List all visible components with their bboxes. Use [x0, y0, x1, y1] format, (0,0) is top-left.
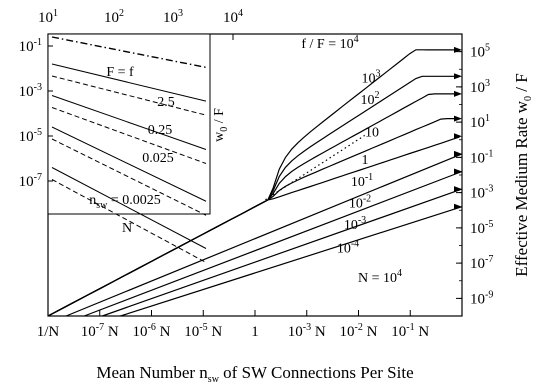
- series-label: 10-3​: [344, 215, 366, 233]
- y-tick-label: 10-5​: [470, 219, 493, 237]
- series-arrow: [454, 46, 462, 53]
- series-line: [120, 206, 463, 317]
- series-label: 102​: [361, 90, 380, 108]
- series-line: [102, 188, 463, 317]
- y-axis-title: Effective Medium Rate w0​ / F: [512, 73, 534, 276]
- inset-series-label: nsw​ = 0.0025: [89, 193, 161, 211]
- series-label: 10-2​: [349, 193, 371, 211]
- inset-series-label: 2.5: [157, 95, 175, 110]
- inset-y-tick-label: 10-3​: [19, 82, 42, 100]
- top-tick-label: 103​: [163, 8, 183, 26]
- inset-line-dashed: [51, 179, 207, 263]
- inset-y-tick-label: 10-5​: [19, 127, 42, 145]
- x-tick-label: 10-5​ N: [184, 322, 222, 340]
- x-tick-label: 1/N: [37, 324, 60, 340]
- series-arrow: [454, 73, 462, 80]
- series-arrow: [454, 150, 462, 157]
- inset-y-tick-label: 10-1​: [19, 37, 42, 55]
- y-tick-label: 10-7​: [470, 254, 493, 272]
- inset-line-solid: [51, 126, 207, 202]
- y-tick-label: 105​: [470, 43, 490, 61]
- series-line: [83, 170, 463, 317]
- inset-line-dashdot: [51, 36, 207, 69]
- inset-y-tick-label: 10-7​: [19, 172, 42, 190]
- inset-frame: [47, 33, 211, 215]
- inset-series-label: 0.25: [148, 123, 173, 138]
- top-tick-label: 102​: [104, 8, 124, 26]
- series-label: 103​: [362, 68, 381, 86]
- y-tick-label: 10-9​: [470, 289, 493, 307]
- x-tick-label: 1: [251, 324, 259, 340]
- series-arrow: [454, 90, 462, 97]
- series-label: 10-1​: [351, 172, 373, 190]
- top-tick-label: 101​: [38, 8, 58, 26]
- series-label: 10-4​: [337, 239, 359, 257]
- y-tick-label: 103​: [470, 78, 490, 96]
- series-label: 1: [362, 153, 369, 168]
- y-tick-label: 10-1​: [470, 148, 493, 166]
- inset-y-title: w0​ / F: [212, 108, 230, 142]
- n-label: N = 104​: [358, 268, 402, 286]
- x-axis-title: Mean Number nsw​ of SW Connections Per S…: [96, 363, 413, 385]
- inset-line-dashed: [51, 107, 207, 164]
- x-tick-label: 10-2​ N: [340, 322, 378, 340]
- x-tick-label: 10-1​ N: [391, 322, 429, 340]
- series-arrow: [454, 115, 462, 122]
- inset-series-label: 0.025: [142, 151, 174, 166]
- x-tick-label: 10-3​ N: [288, 322, 326, 340]
- series-arrow: [454, 203, 462, 210]
- inset-line-dashed: [51, 138, 207, 216]
- inset-line-dashed: [51, 75, 207, 116]
- x-tick-label: 10-6​ N: [133, 322, 171, 340]
- series-arrow: [454, 168, 462, 175]
- inset-line-solid: [51, 63, 207, 102]
- series-arrow: [454, 133, 462, 140]
- y-tick-label: 10-3​: [470, 184, 493, 202]
- top-tick-label: 104​: [223, 8, 243, 26]
- inset-line-solid: [51, 167, 207, 249]
- dotted-curve: [265, 134, 366, 201]
- inset-x-title: N: [122, 221, 132, 236]
- inset-series-label: F = f: [106, 65, 134, 80]
- inset-line-solid: [51, 95, 207, 150]
- series-line: [65, 153, 463, 317]
- series-label: f / F = 104​: [301, 34, 358, 52]
- y-tick-label: 101​: [470, 113, 490, 131]
- series-label: 10: [365, 126, 379, 141]
- series-line: [47, 136, 460, 317]
- series-arrow: [454, 186, 462, 193]
- x-tick-label: 10-7​ N: [81, 322, 119, 340]
